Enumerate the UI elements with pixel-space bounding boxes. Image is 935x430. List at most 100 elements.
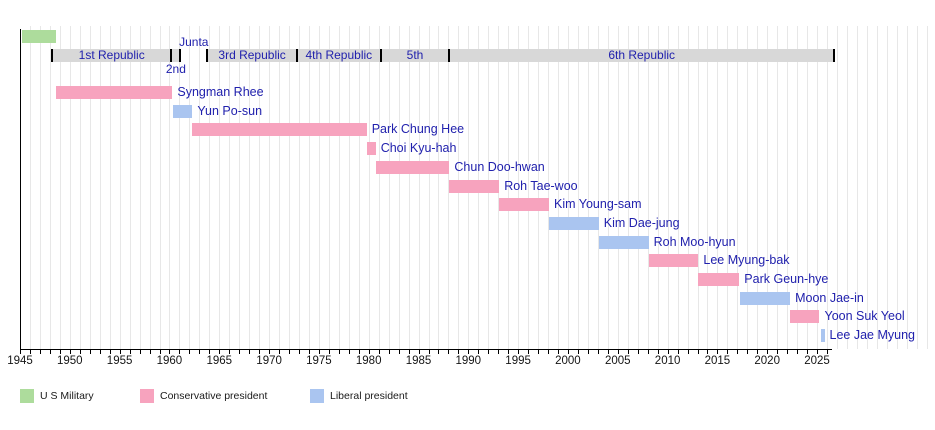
- x-axis-year-label: 1990: [455, 355, 482, 367]
- gridline-year: [767, 26, 769, 349]
- x-axis-year-label: 1995: [505, 355, 531, 367]
- republic-label-5th[interactable]: 5th: [406, 48, 424, 62]
- x-axis-year-label: 1985: [405, 355, 432, 367]
- x-axis-tick: [229, 349, 231, 354]
- president-label-kim-young-sam[interactable]: Kim Young-sam: [554, 197, 642, 211]
- president-label-yun-po-sun[interactable]: Yun Po-sun: [197, 104, 263, 118]
- gridline-year: [886, 26, 888, 349]
- gridline-year: [577, 26, 579, 349]
- gridline-year: [149, 26, 151, 349]
- gridline-year: [298, 26, 300, 349]
- gridline-year: [338, 26, 340, 349]
- president-bar-yun-po-sun[interactable]: [173, 105, 193, 118]
- legend-label-u-s-military: U S Military: [40, 390, 94, 402]
- gridline-year: [916, 26, 918, 349]
- president-label-yoon-suk-yeol[interactable]: Yoon Suk Yeol: [824, 309, 905, 323]
- president-bar-moon-jae-in[interactable]: [740, 292, 791, 305]
- president-bar-yoon-suk-yeol[interactable]: [790, 310, 820, 323]
- republic-bar-6th-republic[interactable]: [449, 49, 834, 62]
- x-axis-tick: [49, 349, 51, 354]
- republic-label-3rd-republic[interactable]: 3rd Republic: [218, 48, 286, 62]
- gridline-year: [438, 26, 440, 349]
- gridline-year: [209, 26, 211, 349]
- president-label-kim-dae-jung[interactable]: Kim Dae-jung: [603, 216, 680, 230]
- republic-separator: [206, 49, 209, 62]
- republic-separator: [832, 49, 835, 62]
- republic-label-junta[interactable]: Junta: [179, 35, 209, 49]
- x-axis-tick: [677, 349, 679, 354]
- gridline-year: [587, 26, 589, 349]
- x-axis-tick: [20, 349, 21, 354]
- x-axis-tick: [667, 349, 669, 354]
- x-axis-tick: [259, 349, 261, 354]
- president-label-roh-moo-hyun[interactable]: Roh Moo-hyun: [653, 235, 736, 249]
- x-axis-year-label: 1960: [156, 355, 183, 367]
- president-bar-lee-jae-myung[interactable]: [821, 329, 825, 342]
- president-bar-roh-tae-woo[interactable]: [449, 180, 500, 193]
- president-bar-kim-dae-jung[interactable]: [549, 217, 599, 230]
- us-military-bar[interactable]: [22, 30, 56, 43]
- president-label-chun-doo-hwan[interactable]: Chun Doo-hwan: [454, 160, 545, 174]
- gridline-year: [99, 26, 101, 349]
- president-bar-park-chung-hee[interactable]: [192, 123, 367, 136]
- x-axis-tick: [727, 349, 729, 354]
- president-bar-syngman-rhee[interactable]: [55, 86, 173, 99]
- x-axis-tick: [448, 349, 450, 354]
- gridline-year: [199, 26, 201, 349]
- x-axis-tick: [607, 349, 609, 354]
- president-label-choi-kyu-hah[interactable]: Choi Kyu-hah: [380, 141, 457, 155]
- republic-label-2nd[interactable]: 2nd: [165, 62, 186, 76]
- republic-bar-4th-republic[interactable]: [297, 49, 381, 62]
- president-bar-chun-doo-hwan[interactable]: [375, 161, 450, 174]
- x-axis-tick: [807, 349, 808, 354]
- republic-bar-2nd[interactable]: [171, 49, 181, 62]
- president-label-moon-jae-in[interactable]: Moon Jae-in: [795, 291, 864, 305]
- x-axis-tick: [567, 349, 569, 354]
- president-bar-lee-myung-bak[interactable]: [648, 254, 699, 267]
- gridline-year: [567, 26, 569, 349]
- president-label-syngman-rhee[interactable]: Syngman Rhee: [177, 85, 264, 99]
- president-bar-kim-young-sam[interactable]: [499, 198, 549, 211]
- president-label-lee-jae-myung[interactable]: Lee Jae Myung: [829, 328, 915, 342]
- republic-label-6th-republic[interactable]: 6th Republic: [608, 48, 676, 62]
- x-axis-tick: [129, 349, 131, 354]
- president-label-roh-tae-woo[interactable]: Roh Tae-woo: [504, 179, 578, 193]
- x-axis-tick: [647, 349, 649, 354]
- x-axis-tick: [587, 349, 589, 354]
- gridline-year: [239, 26, 241, 349]
- president-label-lee-myung-bak[interactable]: Lee Myung-bak: [703, 253, 790, 267]
- x-axis-tick: [69, 349, 71, 354]
- gridline-year: [229, 26, 231, 349]
- x-axis-tick: [219, 349, 221, 354]
- x-axis-tick: [289, 349, 290, 354]
- president-label-park-geun-hye[interactable]: Park Geun-hye: [744, 272, 829, 286]
- x-axis-tick: [169, 349, 171, 354]
- x-axis-year-label: 1970: [256, 355, 282, 367]
- president-bar-roh-moo-hyun[interactable]: [598, 236, 649, 249]
- republic-label-1st-republic[interactable]: 1st Republic: [78, 48, 145, 62]
- republic-label-4th-republic[interactable]: 4th Republic: [305, 48, 373, 62]
- x-axis-tick: [149, 349, 151, 354]
- x-axis-tick: [209, 349, 211, 354]
- president-bar-choi-kyu-hah[interactable]: [366, 142, 376, 155]
- x-axis-tick: [30, 349, 31, 354]
- gridline-year: [906, 26, 908, 349]
- x-axis-tick: [508, 349, 510, 354]
- x-axis-tick: [697, 349, 699, 354]
- gridline-year: [807, 26, 808, 349]
- gridline-year: [836, 26, 838, 349]
- republic-bar-5th[interactable]: [380, 49, 450, 62]
- x-axis-tick: [279, 349, 280, 354]
- gridline-year: [518, 26, 520, 349]
- president-label-park-chung-hee[interactable]: Park Chung Hee: [371, 122, 465, 136]
- gridline-year: [219, 26, 221, 349]
- gridline-year: [89, 26, 91, 349]
- republic-bar-1st-republic[interactable]: [51, 49, 172, 62]
- gridline-year: [697, 26, 699, 349]
- gridline-year: [398, 26, 400, 349]
- gridline-year: [289, 26, 290, 349]
- president-bar-park-geun-hye[interactable]: [698, 273, 740, 286]
- gridline-year: [727, 26, 729, 349]
- x-axis-tick: [179, 349, 181, 354]
- republic-bar-3rd-republic[interactable]: [207, 49, 297, 62]
